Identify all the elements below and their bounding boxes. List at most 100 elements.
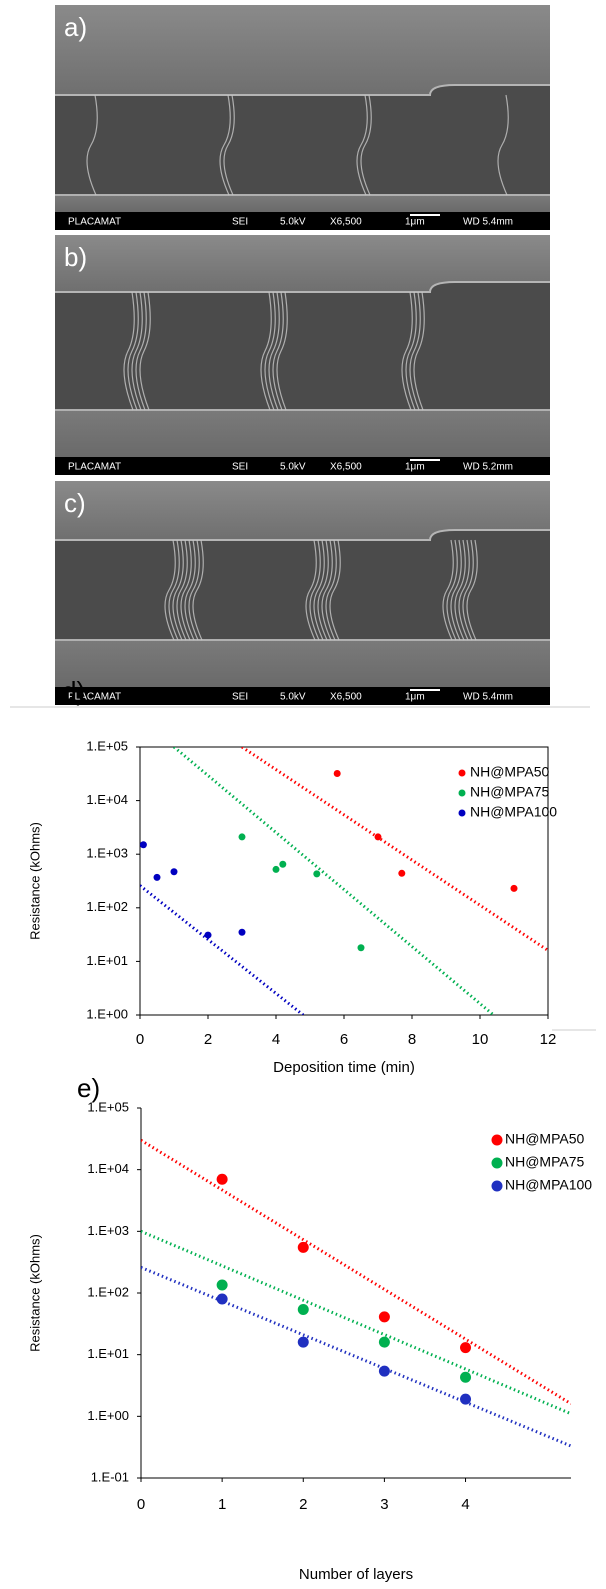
sem-nanowire [497, 94, 509, 196]
sem-electrode-bottom [55, 195, 550, 212]
sem-nanowire [86, 94, 98, 196]
data-point [272, 865, 280, 873]
legend-marker [458, 809, 466, 817]
sem-nanowire [329, 539, 341, 641]
x-axis-title: Number of layers [299, 1566, 413, 1583]
sem-info-text: WD 5.4mm [463, 217, 513, 228]
trend-line [173, 747, 495, 1015]
panel-label: a) [64, 12, 87, 42]
y-tick-label: 1.E+00 [87, 1408, 129, 1423]
sem-info-text: PLACAMAT [68, 217, 121, 228]
legend-marker [458, 769, 466, 777]
sem-info-text: X6,500 [330, 217, 362, 228]
sem-nanowire [219, 94, 231, 196]
sem-nanowire [462, 539, 474, 641]
data-point [153, 873, 161, 881]
sem-electrode-top [55, 481, 550, 540]
sem-nanowire [164, 539, 176, 641]
sem-info-text: 5.0kV [280, 462, 306, 473]
data-point [297, 1336, 309, 1348]
sem-nanowire [405, 291, 417, 411]
x-tick-label: 4 [461, 1496, 469, 1513]
sem-nanowire [360, 94, 372, 196]
data-point [378, 1365, 390, 1377]
y-tick-label: 1.E-01 [91, 1469, 129, 1484]
panel-label: e) [77, 1073, 100, 1103]
x-tick-label: 0 [137, 1496, 145, 1513]
sem-info-text: 5.0kV [280, 217, 306, 228]
sem-info-text: PLACAMAT [68, 692, 121, 703]
data-point [238, 928, 246, 936]
sem-info-text: X6,500 [330, 692, 362, 703]
legend-label: NH@MPA75 [470, 784, 550, 800]
sem-nanowire [309, 539, 321, 641]
data-point [313, 870, 321, 878]
sem-nanowire [264, 291, 276, 411]
sem-electrode-top-edge [55, 281, 550, 293]
sem-nanowire [458, 539, 470, 641]
sem-info-text: SEI [232, 462, 248, 473]
sem-nanowire [356, 94, 368, 196]
panel-label: b) [64, 242, 87, 272]
y-axis-title: Resistance (kOhms) [27, 822, 42, 940]
x-tick-label: 8 [408, 1031, 416, 1048]
data-point [374, 833, 382, 841]
sem-nanowire [268, 291, 280, 411]
y-tick-label: 1.E+05 [86, 738, 128, 753]
sem-info-text: SEI [232, 692, 248, 703]
panel-label: c) [64, 488, 86, 518]
sem-nanowire [454, 539, 466, 641]
sem-nanowire [168, 539, 180, 641]
x-tick-label: 4 [272, 1031, 280, 1048]
trend-line [241, 747, 548, 952]
sem-electrode-top-edge [55, 529, 550, 541]
trend-line [141, 1138, 571, 1406]
sem-nanowire [131, 291, 143, 411]
data-point [238, 833, 246, 841]
y-tick-label: 1.E+01 [86, 953, 128, 968]
sem-nanowire [135, 291, 147, 411]
data-point [297, 1241, 309, 1253]
sem-nanowire [317, 539, 329, 641]
data-point [378, 1336, 390, 1348]
sem-nanowire [127, 291, 139, 411]
x-tick-label: 10 [472, 1031, 489, 1048]
legend-label: NH@MPA100 [505, 1177, 592, 1193]
sem-nanowire [446, 539, 458, 641]
sem-nanowire [409, 291, 421, 411]
sem-nanowire [413, 291, 425, 411]
sem-nanowire [276, 291, 288, 411]
sem-info-bar [55, 687, 550, 705]
data-point [170, 868, 178, 876]
sem-nanowire [223, 94, 235, 196]
sem-nanowire [313, 539, 325, 641]
trend-line [141, 1229, 571, 1416]
y-tick-label: 1.E+04 [87, 1161, 129, 1176]
x-tick-label: 2 [204, 1031, 212, 1048]
sem-info-text: PLACAMAT [68, 462, 121, 473]
data-point [378, 1311, 390, 1323]
sem-nanowire [139, 291, 151, 411]
sem-nanowire [466, 539, 478, 641]
sem-nanowire [180, 539, 192, 641]
sem-info-text: 5.0kV [280, 692, 306, 703]
sem-info-text: 1μm [405, 217, 425, 228]
sem-nanowire [192, 539, 204, 641]
y-tick-label: 1.E+00 [86, 1006, 128, 1021]
sem-nanowire [305, 539, 317, 641]
sem-nanowire [172, 539, 184, 641]
y-tick-label: 1.E+05 [87, 1099, 129, 1114]
data-point [216, 1173, 228, 1185]
sem-nanowire [188, 539, 200, 641]
sem-electrode-bottom [55, 640, 550, 687]
sem-electrode-bottom [55, 410, 550, 457]
x-tick-label: 3 [380, 1496, 388, 1513]
sem-info-bar [55, 457, 550, 475]
data-point [279, 860, 287, 868]
legend-marker [491, 1180, 503, 1192]
x-tick-label: 0 [136, 1031, 144, 1048]
data-point [510, 884, 518, 892]
legend-marker [491, 1157, 503, 1169]
